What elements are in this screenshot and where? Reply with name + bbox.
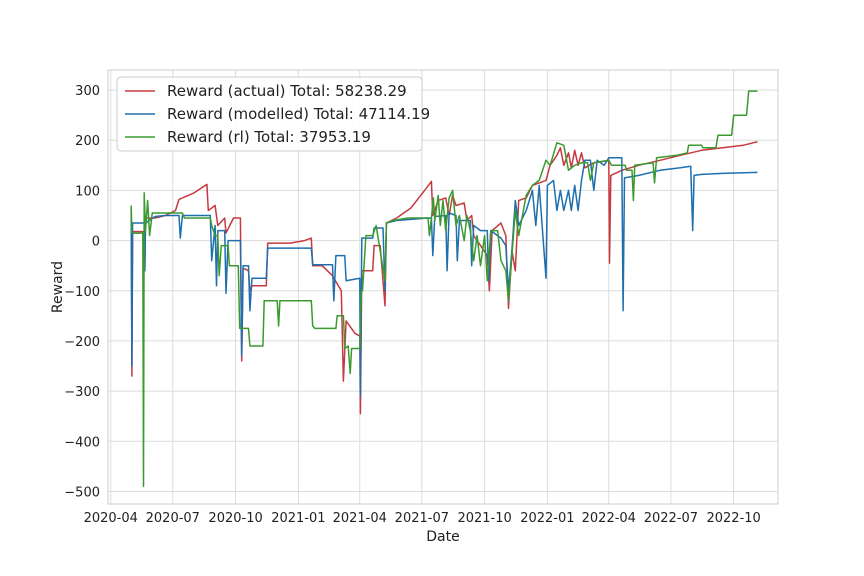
grid xyxy=(108,70,778,504)
y-axis-label: Reward xyxy=(50,261,66,313)
plot-frame xyxy=(107,69,779,505)
x-tick-label: 2022-01 xyxy=(520,511,574,526)
legend-entry-3: Reward (rl) Total: 37953.19 xyxy=(167,128,371,146)
x-tick-label: 2021-10 xyxy=(457,511,511,526)
legend-box xyxy=(116,76,423,152)
x-tick-label: 2020-10 xyxy=(208,511,262,526)
series-line-3 xyxy=(130,90,758,488)
x-tick-label: 2022-10 xyxy=(706,511,760,526)
tick-labels: −500 −400 −300 −200 −100 0 100 200 300 2020-04 202… xyxy=(64,84,761,526)
x-tick-label: 2021-04 xyxy=(333,511,387,526)
y-tick-label: −500 xyxy=(64,485,100,500)
y-tick-label: −300 xyxy=(64,385,100,400)
legend: Reward (actual) Total: 58238.29 Reward (m… xyxy=(116,76,430,152)
legend-entry-2: Reward (modelled) Total: 47114.19 xyxy=(167,105,430,123)
x-tick-label: 2022-04 xyxy=(582,511,636,526)
x-tick-label: 2021-01 xyxy=(271,511,325,526)
y-tick-label: 300 xyxy=(75,84,100,99)
y-tick-label: −200 xyxy=(64,335,100,350)
x-tick-label: 2021-07 xyxy=(395,511,449,526)
y-tick-label: −100 xyxy=(64,285,100,300)
legend-entry-1: Reward (actual) Total: 58238.29 xyxy=(167,82,407,100)
y-tick-label: −400 xyxy=(64,435,100,450)
y-tick-label: 200 xyxy=(75,134,100,149)
x-axis-label: Date xyxy=(426,529,459,545)
series-line-1 xyxy=(130,140,758,415)
x-tick-label: 2022-07 xyxy=(644,511,698,526)
x-tick-label: 2020-04 xyxy=(84,511,138,526)
series-layer xyxy=(130,90,758,488)
y-tick-label: 100 xyxy=(75,184,100,199)
y-tick-label: 0 xyxy=(92,235,100,250)
x-tick-label: 2020-07 xyxy=(146,511,200,526)
